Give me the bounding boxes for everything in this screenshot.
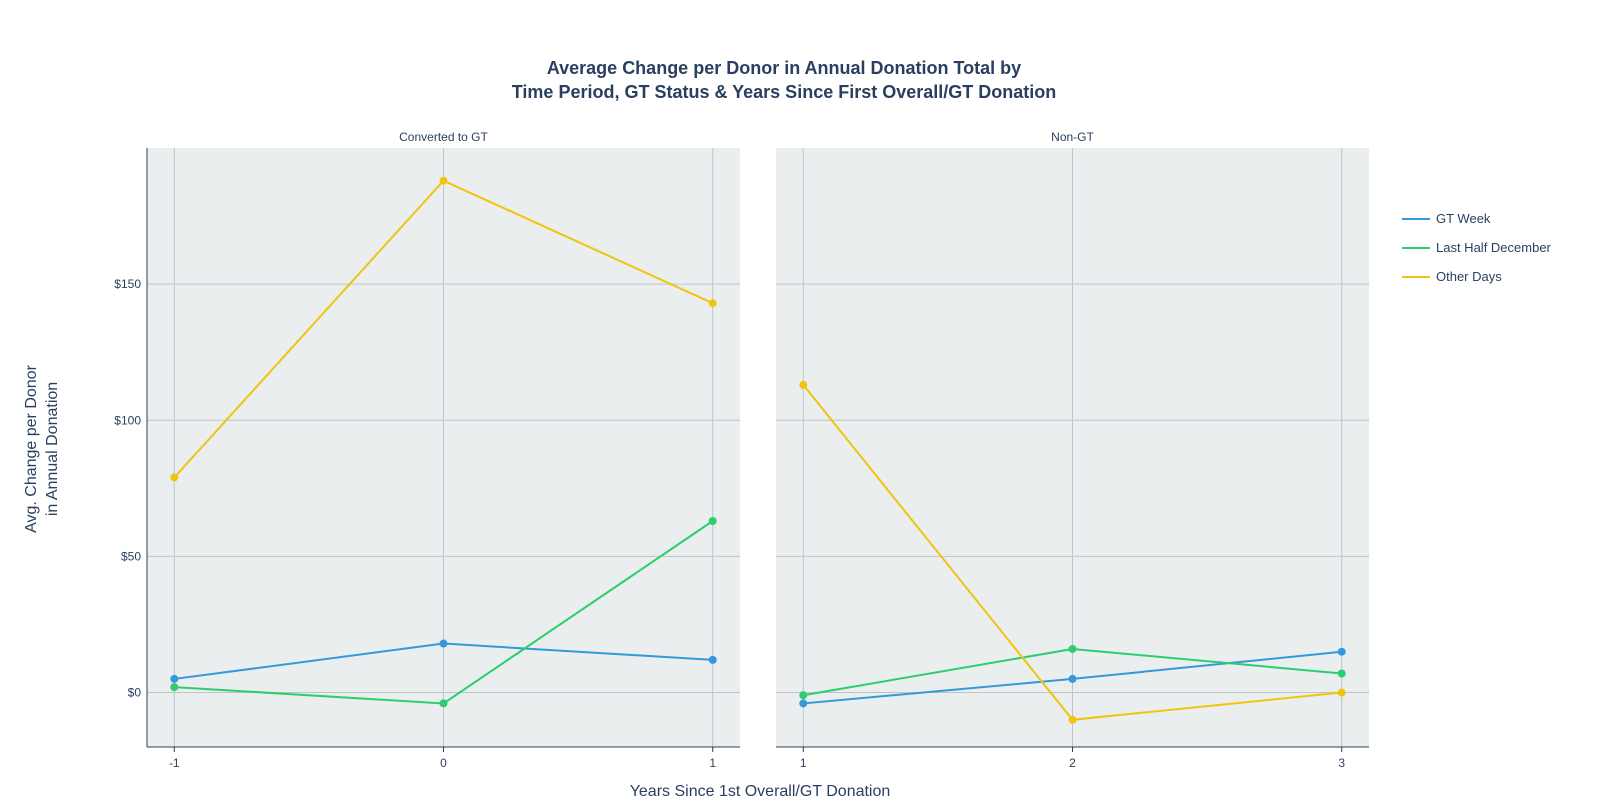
data-point[interactable] xyxy=(708,517,717,526)
data-point[interactable] xyxy=(708,299,717,308)
legend-label: GT Week xyxy=(1436,211,1491,226)
data-point[interactable] xyxy=(1068,674,1077,683)
legend-label: Last Half December xyxy=(1436,240,1552,255)
series-last-half-december xyxy=(799,644,1346,700)
data-point[interactable] xyxy=(1337,669,1346,678)
series-gt-week xyxy=(799,647,1346,708)
legend-item-other-days[interactable]: Other Days xyxy=(1402,269,1502,284)
data-point[interactable] xyxy=(708,655,717,664)
data-point[interactable] xyxy=(799,691,808,700)
panel-title: Non-GT xyxy=(1051,130,1094,144)
data-point[interactable] xyxy=(1068,644,1077,653)
data-point[interactable] xyxy=(799,699,808,708)
x-tick-label: 2 xyxy=(1069,756,1076,770)
legend: GT Week Last Half December Other Days xyxy=(1402,211,1552,284)
series-other-days xyxy=(799,380,1346,724)
data-point[interactable] xyxy=(170,674,179,683)
panel-1: -1 0 1 $0 $50 $100 $150 Converted to GT xyxy=(114,130,740,770)
x-tick-label: 3 xyxy=(1338,756,1345,770)
x-axis-label: Years Since 1st Overall/GT Donation xyxy=(630,783,891,800)
y-tick-label: $0 xyxy=(128,686,142,700)
legend-label: Other Days xyxy=(1436,269,1502,284)
data-point[interactable] xyxy=(170,683,179,692)
series-gt-week xyxy=(170,639,717,683)
chart-title-line-2: Time Period, GT Status & Years Since Fir… xyxy=(512,82,1057,102)
data-point[interactable] xyxy=(1337,688,1346,697)
series-other-days xyxy=(170,176,717,482)
data-point[interactable] xyxy=(439,176,448,185)
x-tick-label: 1 xyxy=(800,756,807,770)
y-tick-label: $50 xyxy=(121,549,141,563)
y-axis-label-line-1: Avg. Change per Donor xyxy=(23,364,40,532)
series-last-half-december xyxy=(170,517,717,708)
x-tick-label: 1 xyxy=(709,756,716,770)
data-point[interactable] xyxy=(439,639,448,648)
panel-title: Converted to GT xyxy=(399,130,488,144)
chart-title-line-1: Average Change per Donor in Annual Donat… xyxy=(547,58,1021,78)
y-axis-label-line-2: in Annual Donation xyxy=(44,382,61,516)
y-tick-label: $100 xyxy=(114,413,141,427)
panels-layer: -1 0 1 $0 $50 $100 $150 Converted to GT 1 2 3 Non-G… xyxy=(114,130,1369,770)
data-point[interactable] xyxy=(799,380,808,389)
y-tick-label: $150 xyxy=(114,277,141,291)
data-point[interactable] xyxy=(1337,647,1346,656)
data-point[interactable] xyxy=(1068,715,1077,724)
legend-item-last-half-december[interactable]: Last Half December xyxy=(1402,240,1552,255)
panel-2: 1 2 3 Non-GT xyxy=(776,130,1369,770)
x-tick-label: -1 xyxy=(169,756,180,770)
x-tick-label: 0 xyxy=(440,756,447,770)
legend-item-gt-week[interactable]: GT Week xyxy=(1402,211,1491,226)
data-point[interactable] xyxy=(170,473,179,482)
data-point[interactable] xyxy=(439,699,448,708)
